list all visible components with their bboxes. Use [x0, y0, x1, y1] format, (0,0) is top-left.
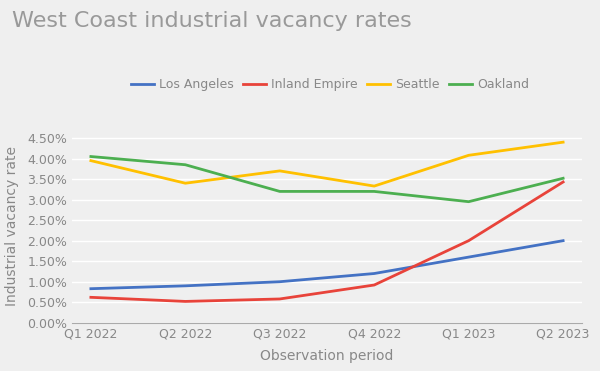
Line: Inland Empire: Inland Empire: [91, 182, 563, 301]
Oakland: [182, 162, 189, 167]
Line: Los Angeles: Los Angeles: [91, 241, 563, 289]
Seattle: [371, 184, 378, 188]
Oakland: [371, 189, 378, 194]
Oakland: [560, 176, 567, 181]
Inland Empire: [276, 297, 283, 301]
Los Angeles: [465, 255, 472, 259]
Seattle: [465, 153, 472, 158]
X-axis label: Observation period: Observation period: [260, 349, 394, 363]
Seattle: [276, 169, 283, 173]
Los Angeles: [87, 286, 94, 291]
Los Angeles: [276, 279, 283, 284]
Line: Seattle: Seattle: [91, 142, 563, 186]
Inland Empire: [87, 295, 94, 299]
Seattle: [182, 181, 189, 186]
Los Angeles: [182, 283, 189, 288]
Seattle: [560, 140, 567, 144]
Inland Empire: [465, 239, 472, 243]
Seattle: [87, 158, 94, 163]
Oakland: [276, 189, 283, 194]
Text: West Coast industrial vacancy rates: West Coast industrial vacancy rates: [12, 11, 412, 31]
Y-axis label: Industrial vacancy rate: Industrial vacancy rate: [5, 146, 19, 306]
Inland Empire: [560, 180, 567, 184]
Inland Empire: [371, 283, 378, 287]
Inland Empire: [182, 299, 189, 303]
Line: Oakland: Oakland: [91, 157, 563, 202]
Legend: Los Angeles, Inland Empire, Seattle, Oakland: Los Angeles, Inland Empire, Seattle, Oak…: [126, 73, 534, 96]
Los Angeles: [560, 239, 567, 243]
Oakland: [465, 200, 472, 204]
Oakland: [87, 154, 94, 159]
Los Angeles: [371, 271, 378, 276]
